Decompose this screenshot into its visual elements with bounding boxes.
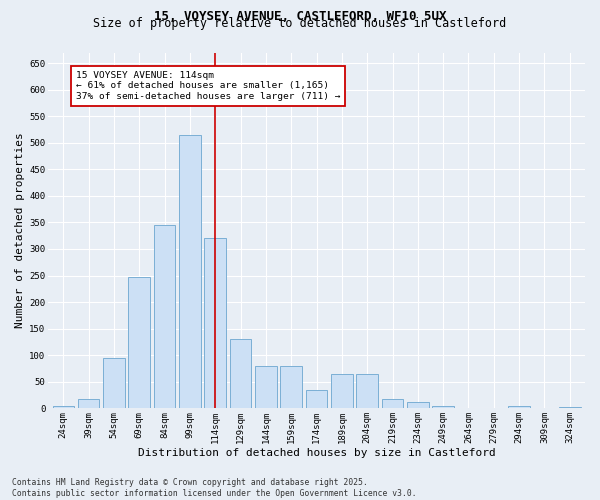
Y-axis label: Number of detached properties: Number of detached properties [15, 132, 25, 328]
Bar [154, 225, 175, 408]
Bar [205, 238, 226, 408]
Text: Contains HM Land Registry data © Crown copyright and database right 2025.
Contai: Contains HM Land Registry data © Crown c… [12, 478, 416, 498]
Text: 15 VOYSEY AVENUE: 114sqm
← 61% of detached houses are smaller (1,165)
37% of sem: 15 VOYSEY AVENUE: 114sqm ← 61% of detach… [76, 71, 340, 101]
Bar [331, 374, 353, 408]
Bar [433, 406, 454, 408]
Bar [255, 366, 277, 408]
X-axis label: Distribution of detached houses by size in Castleford: Distribution of detached houses by size … [137, 448, 496, 458]
Bar [179, 135, 200, 408]
Text: Size of property relative to detached houses in Castleford: Size of property relative to detached ho… [94, 18, 506, 30]
Bar [78, 400, 100, 408]
Bar [356, 374, 378, 408]
Bar [508, 406, 530, 408]
Bar [128, 276, 150, 408]
Bar [382, 400, 403, 408]
Bar [306, 390, 327, 408]
Bar [103, 358, 125, 408]
Text: 15, VOYSEY AVENUE, CASTLEFORD, WF10 5UX: 15, VOYSEY AVENUE, CASTLEFORD, WF10 5UX [154, 10, 446, 23]
Bar [53, 406, 74, 408]
Bar [407, 402, 428, 408]
Bar [559, 406, 581, 408]
Bar [230, 340, 251, 408]
Bar [280, 366, 302, 408]
